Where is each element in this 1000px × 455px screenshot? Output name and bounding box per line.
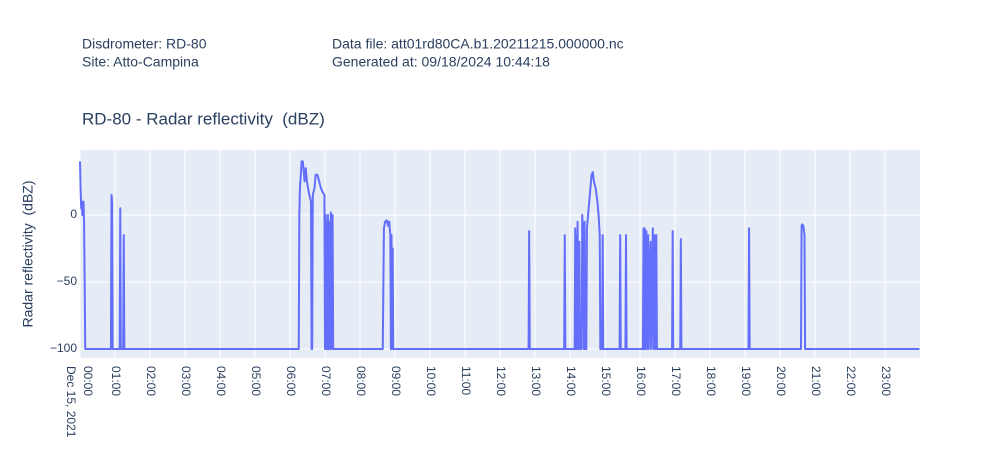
- x-tick-label: 17:00: [669, 366, 683, 396]
- y-tick-label: 0: [70, 207, 77, 221]
- x-date-label: Dec 15, 2021: [64, 366, 78, 438]
- header-text: Disdrometer: RD-80: [82, 36, 207, 52]
- x-tick-label: 18:00: [704, 366, 718, 396]
- x-tick-label: 04:00: [214, 366, 228, 396]
- x-tick-label: 02:00: [144, 366, 158, 396]
- x-tick-label: 19:00: [739, 366, 753, 396]
- x-tick-label: 15:00: [599, 366, 613, 396]
- x-tick-label: 16:00: [634, 366, 648, 396]
- y-axis-label: Radar reflectivity (dBZ): [20, 180, 36, 327]
- x-tick-label: 13:00: [529, 366, 543, 396]
- chart-title: RD-80 - Radar reflectivity (dBZ): [82, 109, 325, 128]
- x-tick-label: 22:00: [844, 366, 858, 396]
- data-line: [79, 160, 920, 351]
- x-tick-label: 10:00: [424, 366, 438, 396]
- x-tick-label: 11:00: [459, 366, 473, 395]
- header-text: Site: Atto-Campina: [82, 54, 199, 70]
- y-tick-label: −50: [57, 274, 78, 288]
- x-tick-label: 20:00: [774, 366, 788, 396]
- header-text: Data file: att01rd80CA.b1.20211215.00000…: [332, 36, 624, 52]
- x-tick-label: 06:00: [284, 366, 298, 396]
- x-tick-label: 08:00: [354, 366, 368, 396]
- header-text: Generated at: 09/18/2024 10:44:18: [332, 54, 550, 70]
- x-tick-label: 12:00: [494, 366, 508, 396]
- x-tick-label: 07:00: [319, 366, 333, 396]
- x-tick-label: 03:00: [179, 366, 193, 396]
- x-tick-label: 09:00: [389, 366, 403, 396]
- y-tick-label: −100: [50, 341, 77, 355]
- x-tick-label: 23:00: [879, 366, 893, 396]
- x-tick-label: 01:00: [109, 366, 123, 396]
- x-tick-label: 05:00: [249, 366, 263, 396]
- x-tick-label: 00:00: [81, 366, 95, 396]
- x-tick-label: 14:00: [564, 366, 578, 396]
- x-tick-label: 21:00: [809, 366, 823, 396]
